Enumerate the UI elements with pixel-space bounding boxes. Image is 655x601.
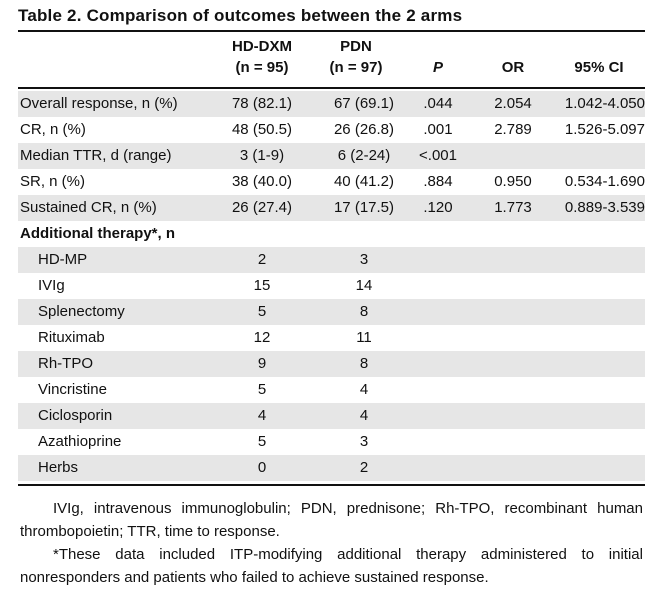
row-label: Overall response, n (%) [20, 95, 178, 112]
therapy-label: IVIg [38, 277, 65, 294]
ci-value: 0.534-1.690 [564, 173, 645, 190]
pdn-value: 6 (2-24) [337, 147, 391, 164]
table-row: Median TTR, d (range) 3 (1-9) 6 (2-24) <… [18, 143, 645, 169]
therapy-label: HD-MP [38, 251, 88, 268]
or-value: 2.054 [494, 95, 532, 112]
or-value: 0.950 [494, 173, 532, 190]
hd-dxm-value: 5 [257, 381, 267, 398]
footnote-abbreviations: IVIg, intravenous immunoglobulin; PDN, p… [20, 497, 643, 543]
therapy-label: Azathioprine [38, 433, 122, 450]
therapy-label: Rh-TPO [38, 355, 94, 372]
pdn-value: 8 [359, 355, 369, 372]
pdn-value: 17 (17.5) [333, 199, 395, 216]
header-hd-dxm: HD-DXM (n = 95) [206, 36, 318, 78]
footnote-text: *These data included ITP-modifying addit… [20, 546, 643, 586]
hd-dxm-value: 5 [257, 433, 267, 450]
table-row: Herbs 0 2 [18, 455, 645, 481]
pdn-value: 2 [359, 459, 369, 476]
pdn-value: 4 [359, 381, 369, 398]
table-row: Rh-TPO 9 8 [18, 351, 645, 377]
hd-dxm-value: 0 [257, 459, 267, 476]
or-value: 1.773 [494, 199, 532, 216]
top-rule [18, 30, 645, 32]
pdn-value: 3 [359, 251, 369, 268]
header-pdn-n: (n = 97) [329, 59, 383, 76]
hd-dxm-value: 78 (82.1) [231, 95, 293, 112]
row-label: SR, n (%) [20, 173, 86, 190]
p-value: .044 [423, 95, 453, 112]
pdn-value: 14 [355, 277, 373, 294]
table-row: Rituximab 12 11 [18, 325, 645, 351]
row-label: Sustained CR, n (%) [20, 199, 157, 216]
table-row: HD-MP 2 3 [18, 247, 645, 273]
hd-dxm-value: 26 (27.4) [231, 199, 293, 216]
hd-dxm-value: 4 [257, 407, 267, 424]
bottom-rule [18, 484, 645, 486]
hd-dxm-value: 48 (50.5) [231, 121, 293, 138]
header-pdn-name: PDN [340, 38, 372, 55]
header-p: P [432, 59, 443, 76]
pdn-value: 26 (26.8) [333, 121, 395, 138]
pdn-value: 40 (41.2) [333, 173, 395, 190]
table-row: CR, n (%) 48 (50.5) 26 (26.8) .001 2.789… [18, 117, 645, 143]
table-row: Vincristine 5 4 [18, 377, 645, 403]
additional-therapy-heading: Additional therapy*, n [20, 225, 176, 242]
pdn-value: 11 [356, 329, 372, 346]
or-value: 2.789 [494, 121, 532, 138]
ci-value: 1.526-5.097 [564, 121, 645, 138]
hd-dxm-value: 9 [257, 355, 267, 372]
or-value [477, 143, 549, 169]
row-label: Median TTR, d (range) [20, 147, 172, 164]
ci-value: 1.042-4.050 [564, 95, 645, 112]
therapy-label: Rituximab [38, 329, 105, 346]
table-row: SR, n (%) 38 (40.0) 40 (41.2) .884 0.950… [18, 169, 645, 195]
table-row: Splenectomy 5 8 [18, 299, 645, 325]
pdn-value: 4 [359, 407, 369, 424]
table-row: Azathioprine 5 3 [18, 429, 645, 455]
header-pdn: PDN (n = 97) [300, 36, 412, 78]
p-value: .120 [423, 199, 453, 216]
pdn-value: 67 (69.1) [333, 95, 395, 112]
p-value: .884 [423, 173, 453, 190]
header-rule [18, 87, 645, 89]
header-or: OR [501, 59, 525, 76]
therapy-label: Vincristine [38, 381, 107, 398]
header-hd-dxm-name: HD-DXM [232, 38, 292, 55]
footnote-text: IVIg, intravenous immunoglobulin; PDN, p… [20, 500, 643, 540]
ci-value [553, 143, 645, 169]
therapy-label: Herbs [38, 459, 79, 476]
therapy-label: Ciclosporin [38, 407, 113, 424]
hd-dxm-value: 12 [253, 329, 271, 346]
therapy-label: Splenectomy [38, 303, 125, 320]
table-title: Table 2. Comparison of outcomes between … [18, 6, 463, 25]
table-row: Overall response, n (%) 78 (82.1) 67 (69… [18, 91, 645, 117]
p-value: <.001 [419, 147, 457, 164]
hd-dxm-value: 15 [253, 277, 271, 294]
table-row: IVIg 15 14 [18, 273, 645, 299]
ci-value: 0.889-3.539 [564, 199, 645, 216]
footnote-additional-therapy: *These data included ITP-modifying addit… [20, 543, 643, 589]
pdn-value: 8 [359, 303, 369, 320]
header-hd-dxm-n: (n = 95) [235, 59, 289, 76]
hd-dxm-value: 38 (40.0) [231, 173, 293, 190]
table-row: Sustained CR, n (%) 26 (27.4) 17 (17.5) … [18, 195, 645, 221]
header-ci: 95% CI [574, 59, 624, 76]
p-value: .001 [423, 121, 453, 138]
hd-dxm-value: 3 (1-9) [239, 147, 285, 164]
pdn-value: 3 [359, 433, 369, 450]
hd-dxm-value: 2 [257, 251, 267, 268]
hd-dxm-value: 5 [257, 303, 267, 320]
section-row: Additional therapy*, n [18, 221, 645, 247]
row-label: CR, n (%) [20, 121, 86, 138]
table-row: Ciclosporin 4 4 [18, 403, 645, 429]
